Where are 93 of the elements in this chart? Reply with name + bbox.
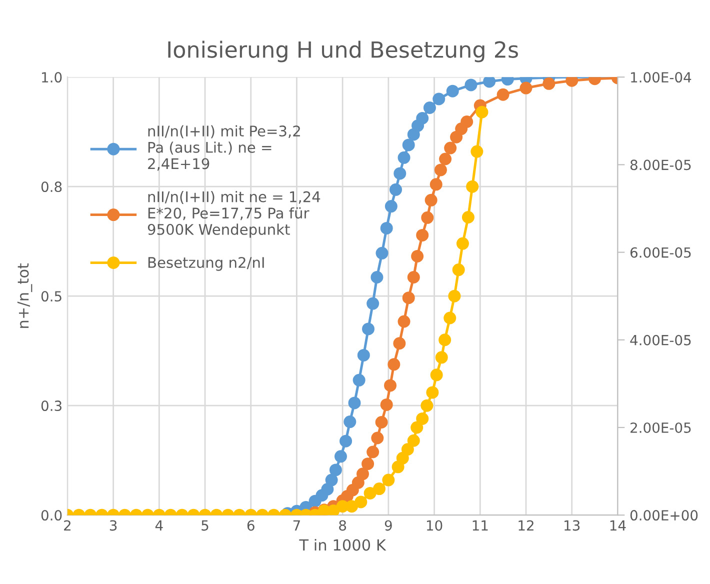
point — [496, 88, 510, 101]
point — [380, 398, 393, 411]
point — [424, 194, 438, 206]
x-tick-label: 13 — [564, 520, 580, 531]
point — [384, 200, 398, 213]
point — [462, 211, 474, 224]
point — [362, 322, 375, 336]
y-tick-label: 0.5 — [41, 291, 62, 302]
point — [344, 416, 356, 428]
y2-tick-label: 6.00E-05 — [630, 247, 691, 258]
point — [370, 271, 384, 284]
point — [340, 434, 352, 448]
point — [325, 474, 338, 486]
point — [448, 290, 461, 302]
point — [398, 315, 410, 328]
point — [432, 92, 446, 106]
x-tick-label: 3 — [110, 520, 117, 531]
point — [398, 151, 410, 164]
point — [402, 292, 415, 304]
point — [430, 368, 443, 382]
point — [444, 312, 456, 324]
point — [394, 167, 406, 180]
point — [416, 112, 429, 125]
point — [321, 482, 334, 496]
point — [566, 77, 578, 87]
y2-tick-label: 8.00E-05 — [630, 160, 691, 170]
point — [435, 351, 448, 364]
point — [357, 348, 370, 362]
point — [520, 82, 532, 94]
point — [416, 228, 429, 242]
x-tick-label: 5 — [202, 520, 208, 531]
y2-tick-label: 4.00E-05 — [630, 334, 691, 346]
x-tick-label: 11 — [472, 520, 488, 531]
legend-label: nII/n(I+II) mit ne = 1,24 E*20, Pe=17,75 Pa für 9500K Wendepunkt — [148, 190, 320, 238]
y2-tick-label: 1.00E-04 — [631, 72, 692, 83]
y-tick-label: 0.0 — [41, 510, 62, 521]
point — [426, 386, 439, 399]
x-tick-label: 7 — [293, 520, 300, 531]
point — [483, 77, 496, 88]
point — [329, 464, 342, 476]
point — [380, 222, 393, 234]
x-tick-label: 8 — [339, 520, 346, 531]
x-tick-label: 6 — [247, 520, 254, 531]
point — [362, 458, 374, 470]
x-tick-label: 4 — [155, 520, 163, 531]
point — [376, 246, 388, 260]
point — [384, 379, 397, 392]
point — [452, 264, 465, 276]
point — [438, 334, 452, 346]
y2-tick-label: 0.00E+00 — [630, 510, 698, 521]
point — [390, 183, 402, 196]
point — [366, 446, 380, 458]
point — [402, 138, 415, 152]
point — [444, 142, 457, 154]
point — [434, 164, 447, 176]
y-axis-title: n+/n_tot — [17, 263, 32, 328]
point — [430, 178, 442, 191]
y-tick-label: 0.3 — [41, 400, 62, 412]
legend-label: Besetzung n2/nI — [148, 256, 264, 271]
point — [393, 337, 406, 350]
point — [420, 399, 434, 412]
y-tick-label: 1.0 — [42, 72, 62, 83]
point — [411, 250, 424, 262]
point — [375, 416, 388, 428]
point — [456, 237, 469, 250]
point — [439, 152, 452, 166]
point — [366, 297, 380, 310]
y2-tick-label: 2.00E-05 — [630, 422, 691, 433]
point — [348, 396, 361, 410]
point — [334, 450, 347, 463]
chart-title: Ionisierung H und Besetzung 2s — [168, 40, 518, 62]
legend-label: nII/n(I+II) mit Pe=3,2 Pa (aus Lit.) ne = 2,4E+19 — [148, 125, 300, 171]
point — [464, 78, 478, 92]
point — [423, 101, 436, 114]
point — [352, 476, 364, 489]
point — [421, 211, 434, 224]
point — [356, 468, 369, 480]
point — [446, 84, 459, 98]
point — [460, 116, 474, 128]
x-tick-label: 14 — [610, 520, 626, 531]
point — [542, 77, 556, 90]
x-tick-label: 9 — [384, 520, 392, 531]
point — [352, 374, 366, 386]
point — [466, 180, 479, 193]
x-tick-label: 10 — [426, 520, 442, 531]
x-axis-title: T in 1000 K — [299, 538, 386, 551]
x-tick-label: 12 — [518, 520, 534, 531]
point — [388, 358, 400, 371]
point — [371, 432, 384, 444]
x-tick-label: 2 — [64, 520, 70, 531]
point — [416, 412, 429, 425]
point — [407, 271, 420, 284]
y-tick-label: 0.8 — [41, 182, 62, 192]
